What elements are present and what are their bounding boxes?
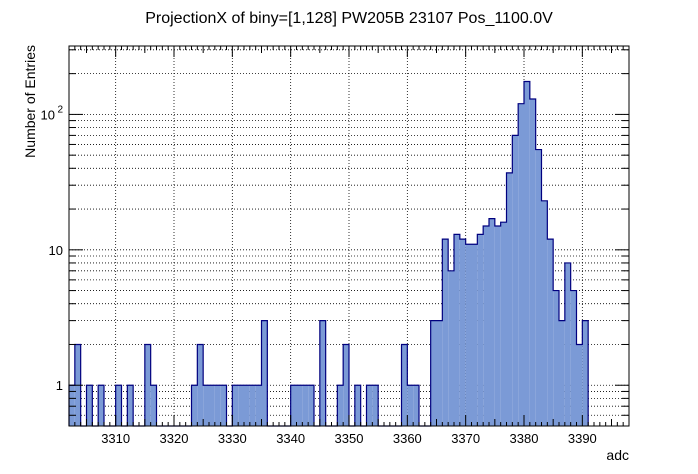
- histogram-bar: [232, 385, 239, 426]
- chart-title: ProjectionX of biny=[1,128] PW205B 23107…: [145, 10, 553, 27]
- histogram-bar: [430, 320, 437, 426]
- histogram-bar: [471, 244, 478, 426]
- histogram-bar: [553, 290, 559, 426]
- histogram-bar: [220, 385, 227, 426]
- histogram-bar: [86, 385, 93, 426]
- histogram-bar: [401, 344, 408, 426]
- histogram-bar: [500, 222, 507, 426]
- histogram-bar: [150, 385, 157, 426]
- histogram-bar: [535, 149, 542, 427]
- histogram-bar: [115, 385, 122, 426]
- histogram-bar: [296, 385, 303, 426]
- x-tick-label: 3330: [218, 431, 247, 446]
- x-axis-ticks: 3310 3320 3330 3340 3350 3360 3370 3380 3390: [68, 46, 630, 446]
- x-tick-label: 3370: [451, 431, 480, 446]
- histogram-bar: [454, 234, 460, 426]
- histogram-bar: [191, 385, 198, 426]
- x-tick-label: 3390: [568, 431, 597, 446]
- y-tick-label: 10: [41, 107, 55, 122]
- histogram-bar: [559, 320, 565, 426]
- y-tick-exponent: 2: [57, 104, 63, 115]
- histogram-bar: [524, 81, 530, 427]
- histogram-bar: [238, 385, 244, 426]
- histogram-bar: [354, 385, 361, 426]
- histogram-bar: [576, 344, 583, 426]
- histogram-bar: [244, 385, 250, 426]
- histogram-bar: [448, 270, 454, 426]
- histogram-bar: [209, 385, 215, 426]
- histogram-bar: [547, 239, 554, 426]
- histogram-bar: [494, 225, 501, 426]
- histogram-bar: [570, 290, 577, 426]
- histogram-bar: [442, 239, 449, 426]
- histogram-bar: [261, 320, 268, 426]
- x-tick-label: 3360: [393, 431, 422, 446]
- x-tick-label: 3350: [335, 431, 364, 446]
- histogram-bar: [407, 385, 414, 426]
- histogram-bar: [436, 320, 443, 426]
- histogram-bar: [319, 320, 326, 426]
- histogram-bar: [518, 103, 524, 426]
- histogram-bar: [529, 98, 536, 426]
- histogram-bar: [214, 385, 221, 426]
- y-axis-label: Number of Entries: [22, 45, 38, 158]
- histogram-bar: [477, 234, 484, 426]
- histogram-bar: [255, 385, 262, 426]
- histogram-bar: [506, 172, 513, 426]
- histogram-bar: [366, 385, 373, 426]
- histogram-bar: [69, 385, 75, 426]
- x-tick-label: 3320: [160, 431, 189, 446]
- histogram-bar: [127, 385, 134, 426]
- x-axis-label: adc: [606, 447, 629, 463]
- histogram-bars: [69, 81, 589, 427]
- x-tick-label: 3340: [276, 431, 305, 446]
- histogram-bar: [302, 385, 309, 426]
- histogram-bar: [465, 244, 472, 426]
- y-tick-label: 1: [56, 378, 63, 393]
- histogram-bar: [489, 218, 495, 426]
- x-tick-label: 3380: [510, 431, 539, 446]
- histogram-outline: [68, 80, 589, 427]
- y-tick-label: 10: [49, 243, 63, 258]
- histogram-bar: [197, 344, 204, 426]
- histogram-bar: [290, 385, 297, 426]
- histogram-bar: [483, 225, 489, 426]
- histogram-bar: [459, 239, 466, 426]
- histogram-bar: [203, 385, 209, 426]
- histogram-bar: [413, 385, 419, 426]
- histogram-bar: [249, 385, 256, 426]
- histogram-bar: [144, 344, 151, 426]
- histogram-bar: [337, 385, 344, 426]
- histogram-bar: [541, 200, 548, 426]
- histogram-bar: [98, 385, 104, 426]
- histogram-bar: [308, 385, 314, 426]
- histogram-bar: [343, 344, 349, 426]
- histogram-bar: [372, 385, 379, 426]
- histogram-bar: [582, 320, 589, 426]
- histogram-bar: [564, 262, 571, 426]
- x-tick-label: 3310: [101, 431, 130, 446]
- histogram-bar: [512, 135, 519, 426]
